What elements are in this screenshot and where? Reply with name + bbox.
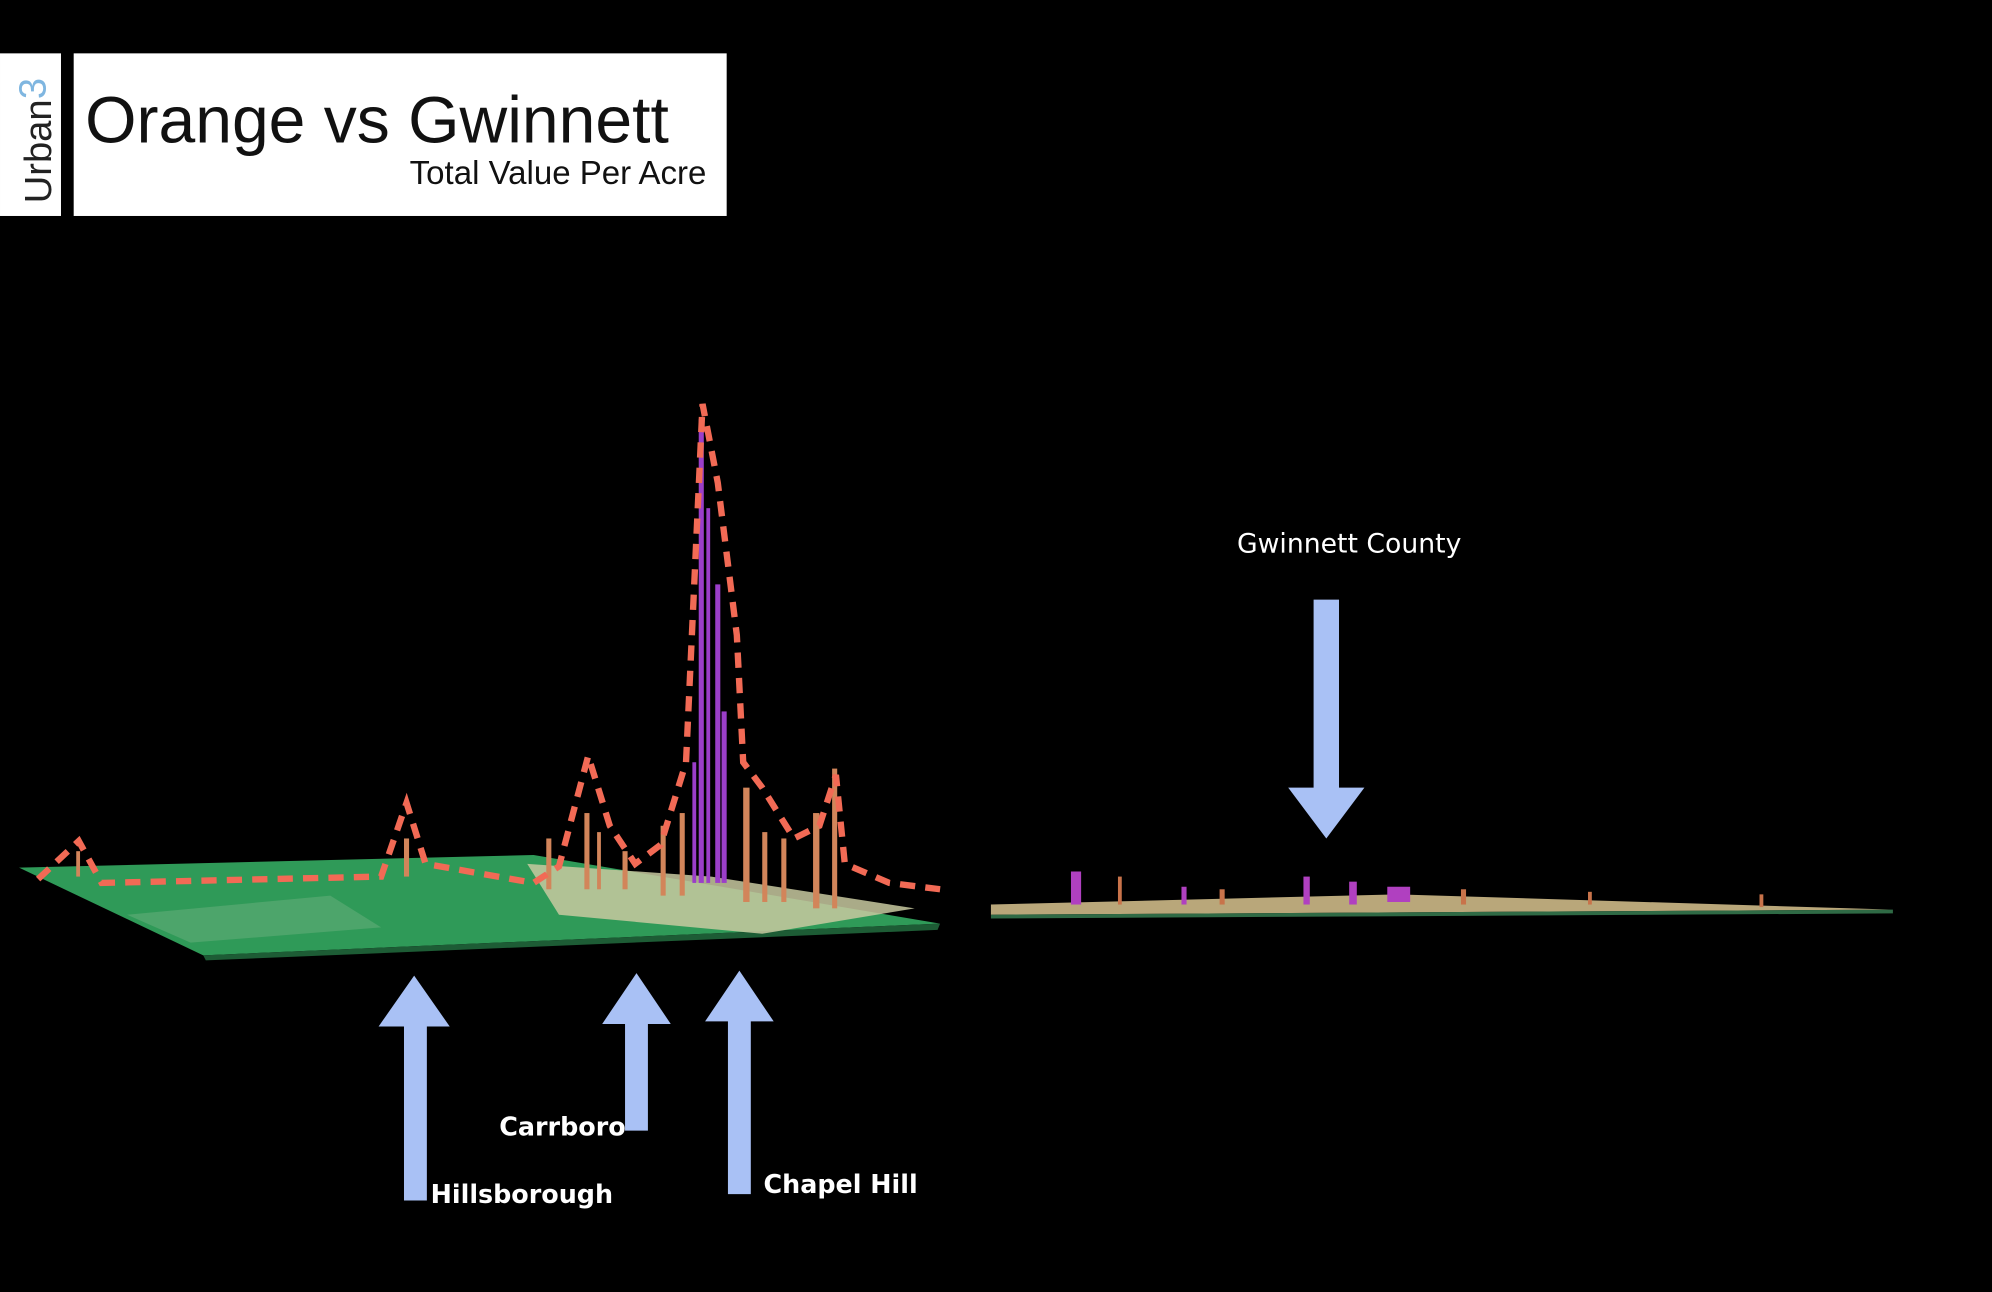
bar xyxy=(1181,886,1187,905)
bar xyxy=(1588,891,1592,905)
bar xyxy=(1387,886,1411,902)
bar xyxy=(660,825,666,896)
bar xyxy=(1303,876,1310,905)
arrow-gwinnett xyxy=(1288,599,1365,839)
bar xyxy=(706,508,711,883)
bar xyxy=(403,838,410,877)
gwinnett-bars xyxy=(1070,871,1411,905)
label-hillsborough: Hillsborough xyxy=(431,1179,613,1209)
map-area xyxy=(127,895,382,943)
logo: Urban 3 xyxy=(13,78,60,203)
label-gwinnett: Gwinnett County xyxy=(1237,529,1461,560)
bar xyxy=(622,851,628,890)
bar xyxy=(1219,889,1225,905)
bar xyxy=(1070,871,1082,905)
bar xyxy=(584,813,590,890)
bar xyxy=(743,787,750,902)
bar xyxy=(76,851,81,877)
bar xyxy=(1117,876,1122,905)
bar xyxy=(1759,894,1764,908)
subtitle: Total Value Per Acre xyxy=(410,154,707,191)
bar xyxy=(715,584,721,883)
bar xyxy=(546,838,552,890)
bar xyxy=(832,768,838,909)
bar xyxy=(1460,889,1467,905)
bar xyxy=(692,762,697,883)
gwinnett-strip xyxy=(990,894,1893,915)
bar xyxy=(762,832,768,902)
arrows xyxy=(378,599,1365,1201)
gwinnett-map xyxy=(990,871,1893,919)
value-profile xyxy=(35,403,941,893)
peak-bars xyxy=(692,419,727,883)
title-box xyxy=(73,53,727,216)
gwinnett-small-bars xyxy=(1117,876,1764,908)
logo-word: Urban xyxy=(18,99,60,203)
logo-superscript: 3 xyxy=(13,78,55,99)
title: Orange vs Gwinnett xyxy=(85,82,669,156)
arrow-carrboro xyxy=(602,973,671,1131)
bar xyxy=(721,711,727,883)
gwinnett-edge xyxy=(990,909,1893,919)
logo-box xyxy=(0,53,61,216)
bar xyxy=(679,813,685,896)
bar xyxy=(781,838,787,902)
bar xyxy=(813,813,820,909)
bar xyxy=(597,832,601,890)
bar xyxy=(1349,881,1357,905)
value-bars xyxy=(76,768,838,909)
arrow-chapel-hill xyxy=(705,970,774,1195)
orange-map xyxy=(19,403,941,961)
arrow-hillsborough xyxy=(378,975,450,1201)
label-chapel-hill: Chapel Hill xyxy=(764,1169,918,1199)
label-carrboro: Carrboro xyxy=(499,1112,625,1142)
bar xyxy=(698,419,704,883)
